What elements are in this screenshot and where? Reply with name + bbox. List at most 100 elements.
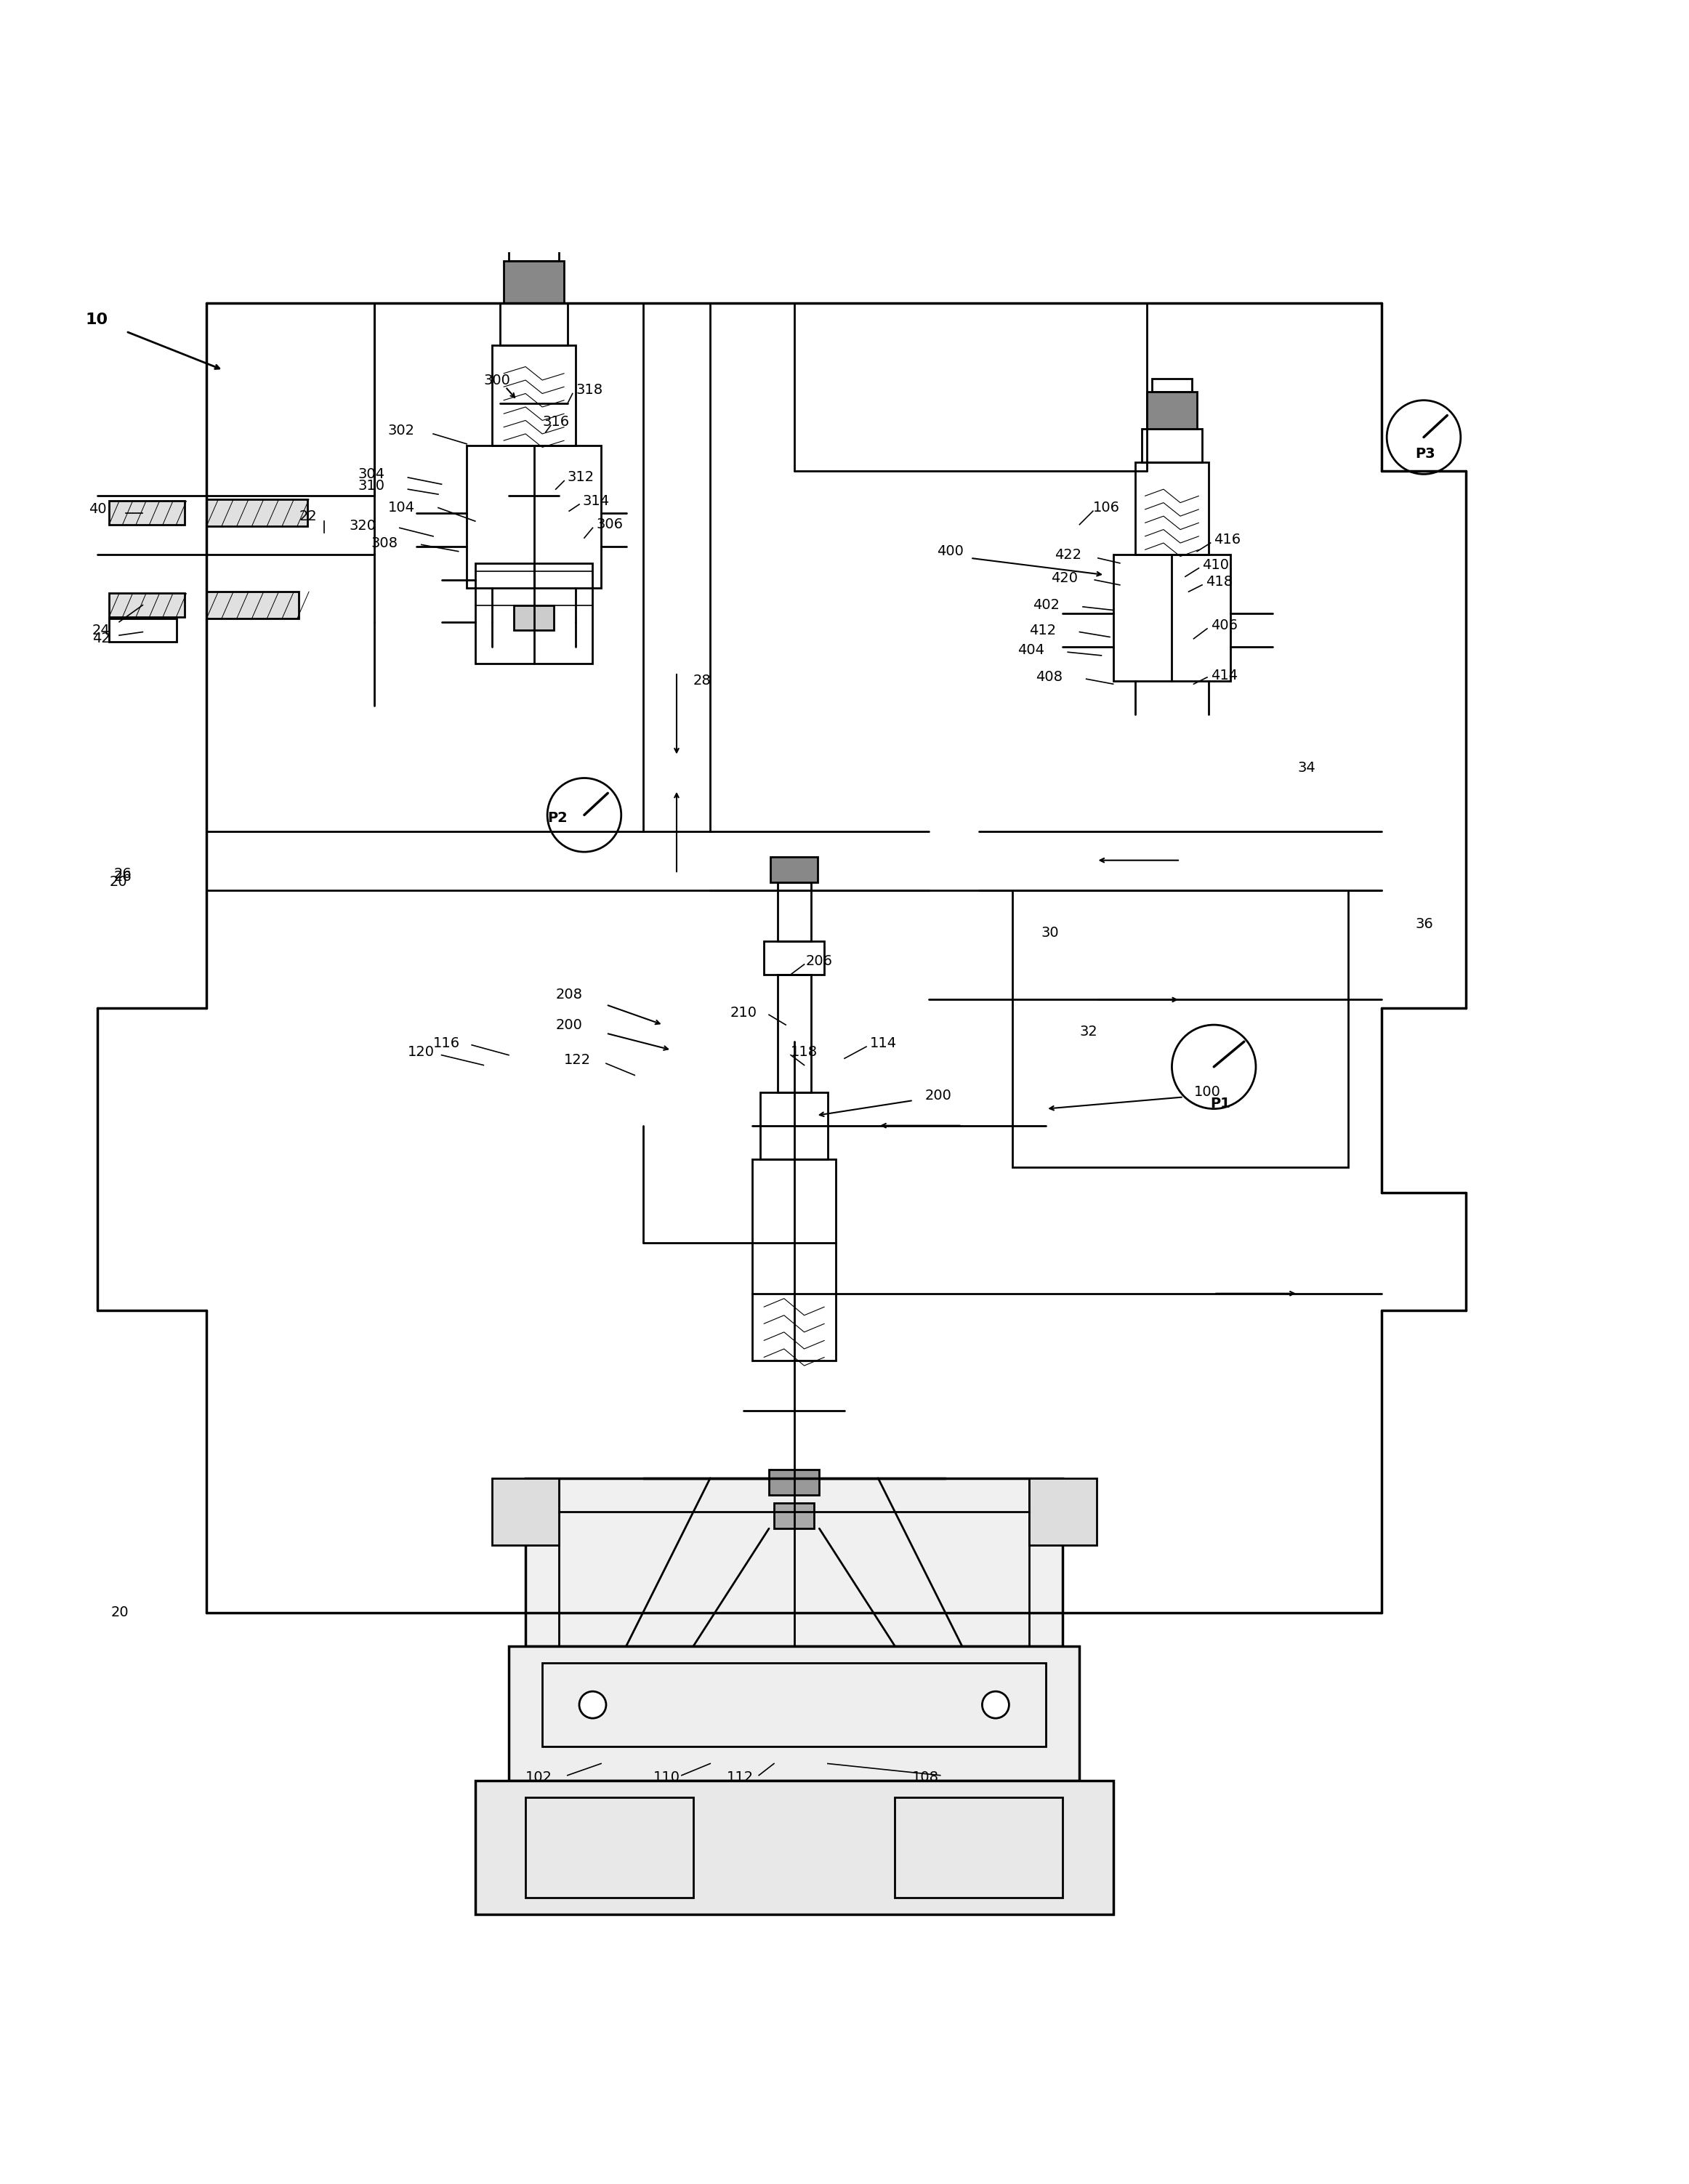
Text: 308: 308 [372, 535, 399, 550]
Text: 118: 118 [790, 1044, 817, 1059]
Text: 210: 210 [730, 1007, 757, 1020]
Text: 302: 302 [388, 424, 415, 437]
Bar [811, 1647, 844, 1797]
Text: 312: 312 [568, 470, 595, 485]
Text: P2: P2 [547, 812, 568, 826]
Bar [1142, 428, 1203, 463]
Text: 110: 110 [654, 1769, 681, 1784]
Bar [475, 1780, 1113, 1915]
Text: 42: 42 [93, 631, 110, 646]
Bar [513, 605, 554, 631]
Text: 408: 408 [1035, 670, 1062, 684]
Text: 20: 20 [110, 876, 127, 889]
Text: 20: 20 [111, 1605, 128, 1618]
Bar [1029, 1479, 1096, 1546]
Text: 420: 420 [1051, 572, 1078, 585]
Bar [760, 1092, 828, 1160]
Text: 400: 400 [937, 544, 964, 559]
Bar [500, 304, 568, 345]
Text: 104: 104 [388, 500, 415, 515]
Bar [709, 1797, 743, 1848]
Bar [491, 345, 576, 446]
Text: 314: 314 [583, 494, 610, 509]
Text: 26: 26 [115, 869, 132, 885]
Text: 416: 416 [1214, 533, 1241, 546]
Text: 102: 102 [525, 1769, 552, 1784]
Text: 418: 418 [1206, 574, 1233, 587]
Circle shape [579, 1690, 606, 1719]
Bar [743, 1647, 777, 1797]
Bar [542, 1662, 1045, 1747]
Text: 304: 304 [358, 467, 385, 480]
Bar [763, 941, 824, 974]
Text: 30: 30 [1040, 926, 1059, 939]
Text: P1: P1 [1211, 1096, 1231, 1112]
Bar [1152, 378, 1192, 391]
Text: 34: 34 [1297, 760, 1316, 775]
Text: 316: 316 [542, 415, 569, 428]
Bar [508, 1647, 1079, 1780]
Text: 406: 406 [1211, 618, 1238, 631]
Bar [525, 1797, 694, 1898]
Text: 410: 410 [1203, 557, 1230, 572]
Text: 10: 10 [86, 312, 108, 328]
Text: 318: 318 [576, 382, 603, 397]
Bar [110, 594, 184, 616]
Bar [752, 1160, 836, 1361]
Circle shape [1172, 1024, 1257, 1109]
Circle shape [1387, 400, 1461, 474]
Text: 310: 310 [358, 478, 385, 494]
Text: 28: 28 [694, 673, 711, 688]
Text: 422: 422 [1054, 548, 1081, 561]
Bar [466, 446, 601, 587]
Text: 40: 40 [90, 502, 106, 515]
Bar [774, 1503, 814, 1529]
Bar [895, 1797, 1062, 1898]
Bar [491, 1479, 559, 1546]
Text: 26: 26 [115, 867, 132, 880]
Circle shape [547, 778, 622, 852]
Text: 122: 122 [564, 1053, 591, 1068]
Bar [770, 856, 817, 882]
Text: 412: 412 [1029, 622, 1056, 638]
Text: P3: P3 [1415, 448, 1436, 461]
Bar [1147, 391, 1198, 428]
Text: 404: 404 [1017, 644, 1044, 657]
Text: 208: 208 [556, 987, 583, 1002]
Bar [777, 974, 811, 1092]
Bar [503, 260, 564, 304]
Bar [206, 500, 307, 526]
Bar [110, 500, 184, 524]
Text: 24: 24 [93, 622, 110, 638]
Bar [1012, 891, 1348, 1168]
Text: 402: 402 [1032, 598, 1059, 612]
Text: 100: 100 [1194, 1085, 1221, 1099]
Text: 120: 120 [409, 1044, 434, 1059]
Bar [1113, 555, 1231, 681]
Circle shape [983, 1690, 1008, 1719]
Text: 306: 306 [596, 518, 623, 531]
Text: 414: 414 [1211, 668, 1238, 684]
Text: 116: 116 [432, 1037, 459, 1051]
Bar [206, 592, 299, 618]
Bar [525, 1479, 1062, 1647]
Text: 32: 32 [1079, 1024, 1098, 1037]
Bar [768, 1470, 819, 1496]
Bar [508, 245, 559, 260]
Text: 200: 200 [556, 1018, 583, 1031]
Text: 114: 114 [870, 1037, 897, 1051]
Text: 200: 200 [926, 1088, 953, 1103]
Text: 22: 22 [299, 509, 318, 522]
Text: 206: 206 [806, 954, 833, 968]
Text: 106: 106 [1093, 500, 1120, 515]
Text: 36: 36 [1415, 917, 1434, 930]
Bar [844, 1797, 878, 1848]
Bar [475, 563, 593, 664]
Text: 112: 112 [726, 1769, 753, 1784]
Text: 108: 108 [912, 1769, 939, 1784]
Text: 300: 300 [483, 373, 510, 387]
Bar [559, 1479, 1029, 1647]
Text: 320: 320 [350, 520, 377, 533]
Bar [110, 618, 176, 642]
Bar [1135, 463, 1209, 555]
